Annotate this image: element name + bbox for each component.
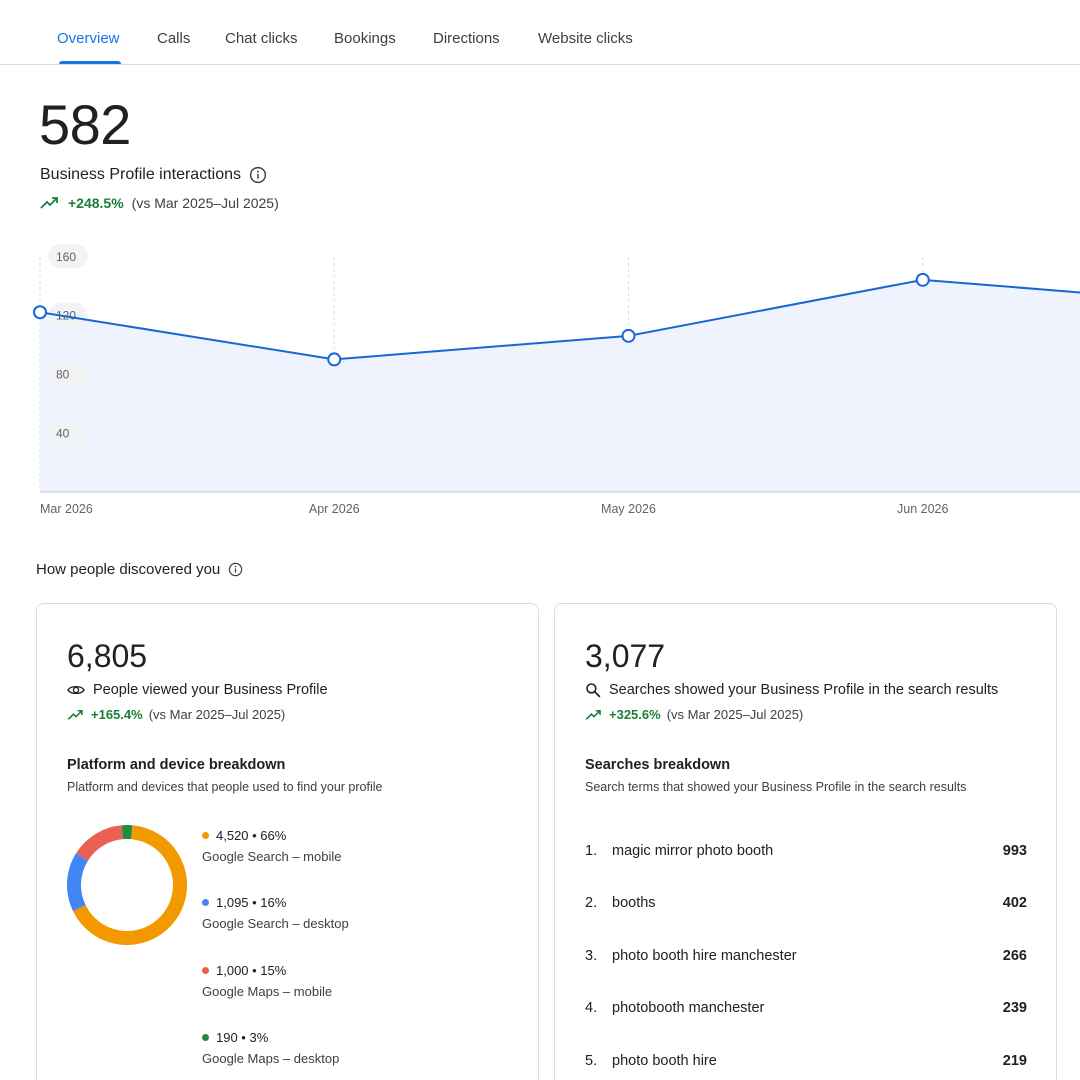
search-term: photobooth manchester (612, 1000, 765, 1016)
y-tick-pill (48, 362, 88, 387)
search-term: booths (612, 895, 656, 911)
searches-label: Searches showed your Business Profile in… (609, 682, 999, 698)
trend-comparison: (vs Mar 2025–Jul 2025) (148, 707, 286, 722)
legend-name: Google Maps – mobile (202, 984, 333, 999)
tab-bar: Overview Calls Chat clicks Bookings Dire… (0, 0, 1080, 65)
data-point (915, 272, 930, 287)
searches-number: 3,077 (585, 638, 666, 674)
legend-value: 4,520 • 66% (216, 828, 287, 843)
search-rank: 3. (585, 948, 598, 964)
legend-value: 1,095 • 16% (216, 895, 287, 910)
search-term: photo booth hire manchester (612, 948, 797, 964)
search-rank: 2. (585, 895, 598, 911)
x-tick-label: May 2026 (601, 502, 656, 516)
platform-breakdown-desc: Platform and devices that people used to… (67, 780, 383, 794)
x-tick-label: Apr 2026 (309, 502, 360, 516)
trending-up-icon (585, 709, 601, 720)
y-tick-pill (48, 244, 88, 269)
searches-card: 3,077 Searches showed your Business Prof… (554, 603, 1057, 1080)
trend-percentage: +165.4% (91, 707, 143, 722)
legend-name: Google Search – desktop (202, 916, 349, 931)
views-number: 6,805 (67, 638, 148, 674)
legend-dot (202, 967, 209, 974)
search-count: 219 (1002, 1053, 1027, 1069)
views-trend: +165.4% (vs Mar 2025–Jul 2025) (67, 707, 285, 722)
search-count: 993 (1002, 843, 1027, 859)
legend-value: 1,000 • 15% (216, 963, 287, 978)
tab-calls[interactable]: Calls (157, 30, 191, 47)
legend-name: Google Search – mobile (202, 849, 342, 864)
active-tab-indicator (59, 61, 121, 64)
search-rank: 5. (585, 1053, 598, 1069)
total-interactions: 582 (39, 93, 131, 156)
searches-trend: +325.6% (vs Mar 2025–Jul 2025) (585, 707, 803, 722)
search-count: 239 (1002, 1000, 1027, 1016)
tab-bookings[interactable]: Bookings (334, 30, 396, 47)
search-term-row: 2. booths 402 (585, 895, 1027, 911)
eye-icon (67, 685, 85, 695)
data-point (621, 328, 636, 343)
x-tick-label: Jun 2026 (897, 502, 948, 516)
legend-item-search-mobile: 4,520 • 66% Google Search – mobile (202, 828, 341, 864)
info-icon[interactable] (249, 166, 267, 184)
section-title: How people discovered you (36, 561, 221, 578)
interactions-label-row: Business Profile interactions (40, 166, 267, 184)
chart-area (40, 279, 1080, 492)
donut-segment (73, 825, 187, 945)
legend-value: 190 • 3% (216, 1030, 269, 1045)
y-tick-label: 160 (56, 250, 76, 264)
y-tick-pill (48, 303, 88, 328)
search-term-row: 5. photo booth hire 219 (585, 1053, 1027, 1069)
trend-comparison: (vs Mar 2025–Jul 2025) (131, 195, 279, 211)
searches-breakdown-title: Searches breakdown (585, 757, 731, 773)
search-term-row: 4. photobooth manchester 239 (585, 1000, 1027, 1016)
legend-dot (202, 899, 209, 906)
discovery-section-header: How people discovered you (36, 561, 243, 578)
tab-directions[interactable]: Directions (433, 30, 500, 47)
donut-segment (76, 825, 124, 861)
views-label: People viewed your Business Profile (93, 682, 328, 698)
info-icon[interactable] (228, 562, 243, 577)
x-tick-label: Mar 2026 (40, 502, 93, 516)
trending-up-icon (40, 197, 58, 209)
search-rank: 1. (585, 843, 598, 859)
searches-label-row: Searches showed your Business Profile in… (585, 682, 998, 698)
platform-donut-chart (67, 825, 187, 945)
search-count: 266 (1002, 948, 1027, 964)
tab-website-clicks[interactable]: Website clicks (538, 30, 633, 47)
legend-name: Google Maps – desktop (202, 1051, 340, 1066)
interactions-label: Business Profile interactions (40, 166, 241, 183)
legend-dot (202, 1034, 209, 1041)
y-tick-pill (48, 421, 88, 446)
views-label-row: People viewed your Business Profile (67, 682, 328, 698)
trend-comparison: (vs Mar 2025–Jul 2025) (666, 707, 804, 722)
legend-dot (202, 832, 209, 839)
interactions-trend: +248.5% (vs Mar 2025–Jul 2025) (40, 195, 279, 211)
platform-breakdown-title: Platform and device breakdown (67, 757, 286, 773)
legend-item-maps-desktop: 190 • 3% Google Maps – desktop (202, 1030, 339, 1066)
donut-segment (67, 853, 89, 912)
tab-chat-clicks[interactable]: Chat clicks (225, 30, 298, 47)
searches-breakdown-desc: Search terms that showed your Business P… (585, 780, 967, 794)
tab-overview[interactable]: Overview (57, 30, 120, 47)
legend-item-search-desktop: 1,095 • 16% Google Search – desktop (202, 895, 349, 931)
search-term: photo booth hire (612, 1053, 717, 1069)
search-icon (586, 683, 601, 698)
data-point (327, 352, 342, 367)
trend-percentage: +248.5% (68, 195, 124, 211)
search-count: 402 (1002, 895, 1027, 911)
search-rank: 4. (585, 1000, 598, 1016)
legend-item-maps-mobile: 1,000 • 15% Google Maps – mobile (202, 963, 332, 999)
views-card: 6,805 People viewed your Business Profil… (36, 603, 539, 1080)
trend-percentage: +325.6% (609, 707, 661, 722)
search-term-row: 3. photo booth hire manchester 266 (585, 948, 1027, 964)
search-term-row: 1. magic mirror photo booth 993 (585, 843, 1027, 859)
search-term: magic mirror photo booth (612, 843, 774, 859)
trending-up-icon (67, 709, 83, 720)
y-tick-label: 40 (56, 427, 70, 441)
data-point (33, 305, 47, 320)
y-tick-label: 80 (56, 368, 70, 382)
